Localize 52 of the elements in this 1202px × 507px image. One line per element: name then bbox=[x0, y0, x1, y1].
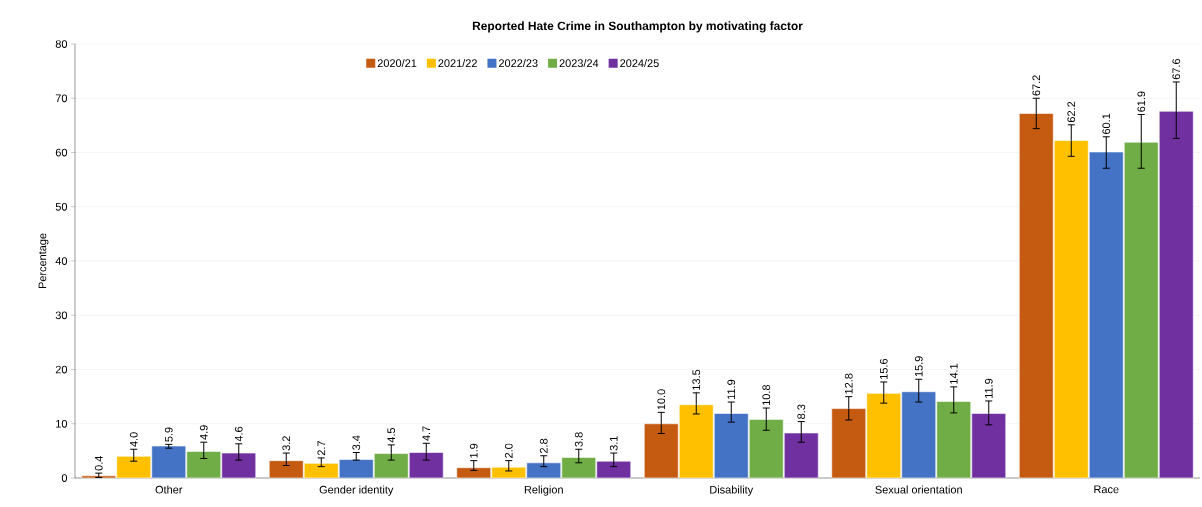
data-label: 3.1 bbox=[609, 436, 618, 451]
data-label: 2.7 bbox=[317, 441, 326, 456]
data-label: 67.2 bbox=[1032, 75, 1041, 96]
x-tick-label: Race bbox=[1094, 485, 1119, 494]
x-tick-label: Gender identity bbox=[319, 485, 394, 496]
data-label: 15.6 bbox=[879, 358, 888, 379]
y-axis-title: Percentage bbox=[38, 233, 49, 289]
data-label: 4.9 bbox=[199, 425, 208, 440]
data-label: 67.6 bbox=[1172, 58, 1181, 80]
y-tick-label: 40 bbox=[55, 257, 68, 265]
x-tick-label: Religion bbox=[524, 485, 563, 496]
data-label: 3.8 bbox=[574, 432, 583, 447]
data-label: 13.5 bbox=[692, 369, 701, 390]
data-label: 4.5 bbox=[387, 427, 396, 443]
y-tick-label: 70 bbox=[55, 94, 68, 103]
chart-title: Reported Hate Crime in Southampton by motivating factor bbox=[472, 21, 803, 33]
y-tick-label: 0 bbox=[61, 474, 68, 482]
y-tick-label: 60 bbox=[55, 148, 68, 157]
y-tick-label: 10 bbox=[56, 419, 68, 428]
data-label: 1.9 bbox=[469, 443, 478, 458]
data-label: 11.9 bbox=[727, 379, 736, 400]
data-label: 10.0 bbox=[657, 389, 666, 410]
data-label: 3.4 bbox=[352, 435, 361, 450]
data-label: 4.7 bbox=[422, 426, 431, 441]
data-label: 15.9 bbox=[914, 356, 923, 377]
y-tick-label: 80 bbox=[55, 40, 68, 48]
legend-label: 2024/25 bbox=[620, 59, 659, 68]
data-label: 11.9 bbox=[984, 378, 993, 398]
legend-label: 2022/23 bbox=[498, 59, 538, 68]
legend-label: 2020/21 bbox=[377, 59, 417, 68]
x-tick-label: Sexual orientation bbox=[875, 485, 962, 494]
data-label: 14.1 bbox=[949, 363, 958, 384]
data-label: 61.9 bbox=[1137, 91, 1146, 112]
data-label: 10.8 bbox=[762, 384, 771, 405]
legend-label: 2023/24 bbox=[559, 59, 599, 68]
data-label: 60.1 bbox=[1102, 113, 1111, 135]
data-label: 4.6 bbox=[234, 426, 243, 442]
legend-label: 2021/22 bbox=[438, 59, 477, 68]
y-tick-label: 30 bbox=[55, 311, 68, 320]
data-label: 5.9 bbox=[164, 427, 173, 442]
data-label: 12.8 bbox=[844, 373, 853, 394]
data-label: 4.0 bbox=[129, 432, 138, 447]
x-tick-label: Other bbox=[155, 485, 183, 494]
x-tick-label: Disability bbox=[710, 485, 754, 496]
data-label: 8.3 bbox=[797, 404, 806, 419]
data-label: 0.4 bbox=[94, 456, 103, 471]
y-tick-label: 20 bbox=[55, 365, 68, 374]
data-label: 62.2 bbox=[1067, 101, 1076, 123]
data-label: 2.0 bbox=[504, 443, 513, 458]
y-tick-label: 50 bbox=[55, 202, 68, 211]
data-label: 3.2 bbox=[282, 436, 291, 451]
data-label: 2.8 bbox=[539, 438, 548, 454]
